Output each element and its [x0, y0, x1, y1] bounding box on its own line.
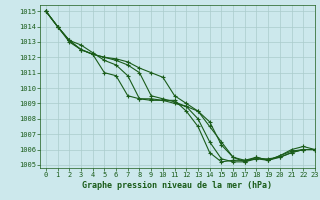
X-axis label: Graphe pression niveau de la mer (hPa): Graphe pression niveau de la mer (hPa) — [83, 181, 273, 190]
